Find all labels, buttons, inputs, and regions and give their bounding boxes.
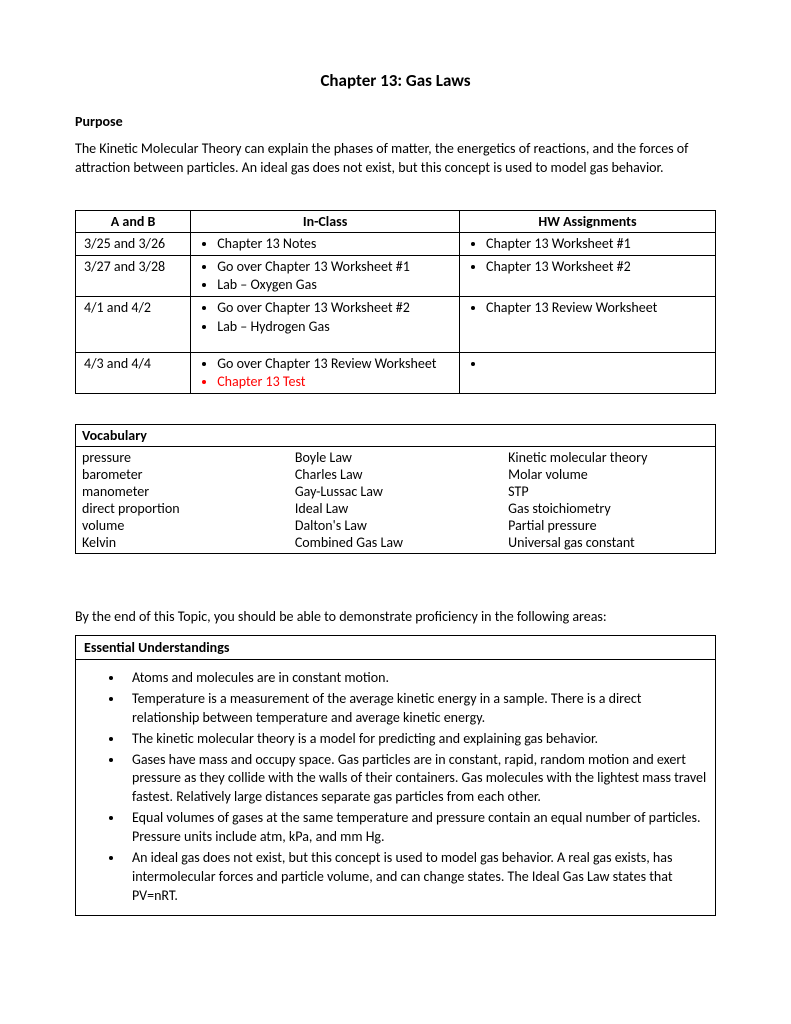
essential-item: The kinetic molecular theory is a model … bbox=[124, 730, 707, 749]
list-item: Chapter 13 Worksheet #2 bbox=[486, 258, 709, 276]
schedule-header-a: A and B bbox=[76, 210, 191, 232]
list-item: Chapter 13 Review Worksheet bbox=[486, 299, 709, 317]
list-item: Lab – Hydrogen Gas bbox=[217, 318, 453, 336]
purpose-text: The Kinetic Molecular Theory can explain… bbox=[75, 140, 716, 178]
vocab-term: Combined Gas Law bbox=[295, 534, 496, 551]
vocab-term: Kelvin bbox=[82, 534, 283, 551]
vocab-term: Kinetic molecular theory bbox=[508, 449, 709, 466]
schedule-header-c: HW Assignments bbox=[459, 210, 715, 232]
schedule-inclass: Go over Chapter 13 Worksheet #2Lab – Hyd… bbox=[191, 297, 460, 352]
vocab-term: Dalton's Law bbox=[295, 517, 496, 534]
vocabulary-table: Vocabulary pressurebarometermanometerdir… bbox=[75, 424, 716, 554]
schedule-header-b: In-Class bbox=[191, 210, 460, 232]
essential-content: Atoms and molecules are in constant moti… bbox=[76, 659, 716, 915]
essential-item: Temperature is a measurement of the aver… bbox=[124, 690, 707, 728]
vocab-column-2: Boyle LawCharles LawGay-Lussac LawIdeal … bbox=[289, 447, 502, 554]
vocab-term: STP bbox=[508, 483, 709, 500]
schedule-inclass: Chapter 13 Notes bbox=[191, 232, 460, 255]
schedule-hw: Chapter 13 Worksheet #2 bbox=[459, 255, 715, 296]
vocab-term: Ideal Law bbox=[295, 500, 496, 517]
schedule-table: A and B In-Class HW Assignments 3/25 and… bbox=[75, 210, 716, 394]
schedule-date: 3/27 and 3/28 bbox=[76, 255, 191, 296]
schedule-inclass: Go over Chapter 13 Review WorksheetChapt… bbox=[191, 352, 460, 393]
essential-item: Gases have mass and occupy space. Gas pa… bbox=[124, 751, 707, 808]
list-item: Go over Chapter 13 Review Worksheet bbox=[217, 355, 453, 373]
vocab-term: barometer bbox=[82, 466, 283, 483]
proficiency-intro: By the end of this Topic, you should be … bbox=[75, 608, 716, 627]
schedule-date: 3/25 and 3/26 bbox=[76, 232, 191, 255]
schedule-hw: Chapter 13 Worksheet #1 bbox=[459, 232, 715, 255]
list-item: Chapter 13 Notes bbox=[217, 235, 453, 253]
schedule-hw: Chapter 13 Review Worksheet bbox=[459, 297, 715, 352]
list-item: Chapter 13 Test bbox=[217, 373, 453, 391]
vocab-term: direct proportion bbox=[82, 500, 283, 517]
list-item: Lab – Oxygen Gas bbox=[217, 276, 453, 294]
essential-heading: Essential Understandings bbox=[76, 635, 716, 659]
schedule-inclass: Go over Chapter 13 Worksheet #1Lab – Oxy… bbox=[191, 255, 460, 296]
vocab-term: Molar volume bbox=[508, 466, 709, 483]
vocabulary-heading: Vocabulary bbox=[76, 425, 716, 447]
essential-item: Atoms and molecules are in constant moti… bbox=[124, 669, 707, 688]
schedule-hw bbox=[459, 352, 715, 393]
list-item: Go over Chapter 13 Worksheet #2 bbox=[217, 299, 453, 317]
vocab-term: Partial pressure bbox=[508, 517, 709, 534]
essential-table: Essential Understandings Atoms and molec… bbox=[75, 635, 716, 916]
vocab-term: Gas stoichiometry bbox=[508, 500, 709, 517]
schedule-date: 4/1 and 4/2 bbox=[76, 297, 191, 352]
essential-item: Equal volumes of gases at the same tempe… bbox=[124, 809, 707, 847]
vocab-term: volume bbox=[82, 517, 283, 534]
vocab-term: manometer bbox=[82, 483, 283, 500]
schedule-date: 4/3 and 4/4 bbox=[76, 352, 191, 393]
vocab-column-1: pressurebarometermanometerdirect proport… bbox=[76, 447, 289, 554]
vocab-term: Boyle Law bbox=[295, 449, 496, 466]
essential-item: An ideal gas does not exist, but this co… bbox=[124, 849, 707, 906]
vocab-term: pressure bbox=[82, 449, 283, 466]
list-item bbox=[486, 355, 709, 373]
document-title: Chapter 13: Gas Laws bbox=[75, 70, 716, 91]
vocab-term: Universal gas constant bbox=[508, 534, 709, 551]
list-item: Go over Chapter 13 Worksheet #1 bbox=[217, 258, 453, 276]
purpose-heading: Purpose bbox=[75, 113, 716, 130]
list-item: Chapter 13 Worksheet #1 bbox=[486, 235, 709, 253]
vocab-term: Gay-Lussac Law bbox=[295, 483, 496, 500]
vocab-column-3: Kinetic molecular theoryMolar volumeSTPG… bbox=[502, 447, 715, 554]
vocab-term: Charles Law bbox=[295, 466, 496, 483]
